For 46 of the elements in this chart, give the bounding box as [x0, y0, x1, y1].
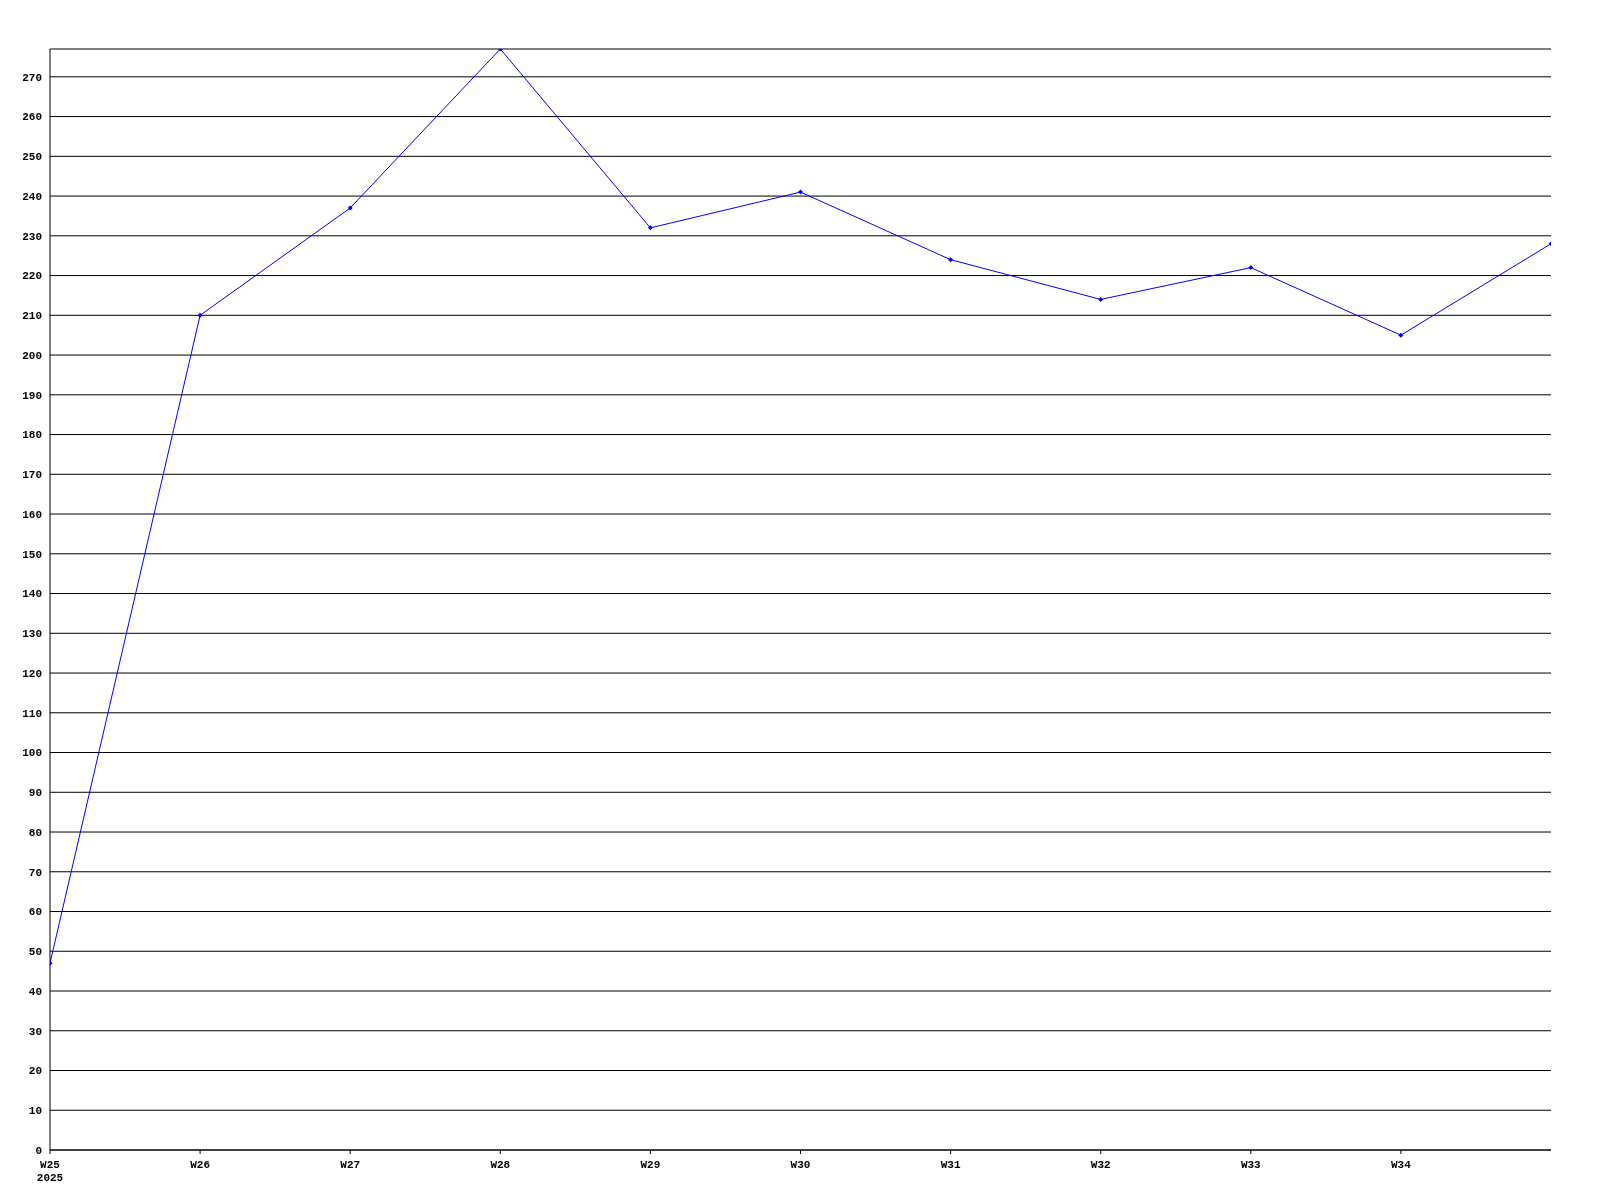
y-tick-label: 10	[28, 1105, 42, 1118]
y-tick-label: 270	[22, 71, 42, 84]
y-tick-label: 20	[28, 1065, 42, 1078]
x-tick-label: W31	[940, 1159, 961, 1171]
y-tick-label: 200	[22, 349, 42, 362]
y-tick-label: 170	[22, 469, 42, 482]
point	[1098, 296, 1104, 302]
y-tick-label: 220	[22, 270, 42, 283]
y-tick-label: 120	[22, 667, 42, 680]
y-tick-label: 150	[22, 548, 42, 561]
y-tick-label: 250	[22, 151, 42, 164]
y-tick-label: 50	[28, 946, 42, 959]
x-tick-label: W28	[490, 1159, 511, 1171]
x-tick-label: W33	[1240, 1159, 1262, 1171]
y-tick-label: 190	[22, 389, 42, 402]
x-tick-label: W27	[340, 1159, 361, 1171]
y-tick-label: 130	[22, 628, 42, 641]
x-tick-label: W25 2025	[36, 1159, 64, 1184]
y-tick-label: 80	[28, 826, 42, 839]
y-tick-label: 30	[28, 1025, 42, 1038]
y-tick-label: 60	[28, 906, 42, 919]
point	[347, 205, 353, 211]
point	[197, 312, 203, 318]
x-tick-label: W29	[640, 1159, 661, 1171]
point	[948, 257, 954, 263]
y-tick-label: 140	[22, 588, 42, 601]
y-tick-label: 160	[22, 508, 42, 521]
x-tick-label: W30	[790, 1159, 811, 1171]
y-tick-label: 260	[22, 111, 42, 124]
point	[798, 189, 803, 195]
y-tick-label: 0	[35, 1144, 42, 1157]
y-tick-label: 70	[28, 866, 42, 879]
point	[647, 225, 653, 231]
x-tick-label: W34	[1390, 1159, 1412, 1171]
y-tick-label: 40	[28, 985, 42, 998]
x-tick-label: W26	[190, 1159, 211, 1171]
y-tick-label: 230	[22, 230, 42, 243]
point	[1398, 332, 1404, 338]
y-tick-label: 110	[22, 707, 42, 720]
y-tick-label: 240	[22, 190, 42, 203]
y-tick-label: 210	[22, 310, 42, 323]
point	[1248, 265, 1254, 271]
y-tick-label: 90	[28, 787, 42, 800]
x-tick-label: W32	[1090, 1159, 1111, 1171]
y-tick-label: 180	[22, 429, 42, 442]
y-tick-label: 100	[22, 747, 42, 760]
